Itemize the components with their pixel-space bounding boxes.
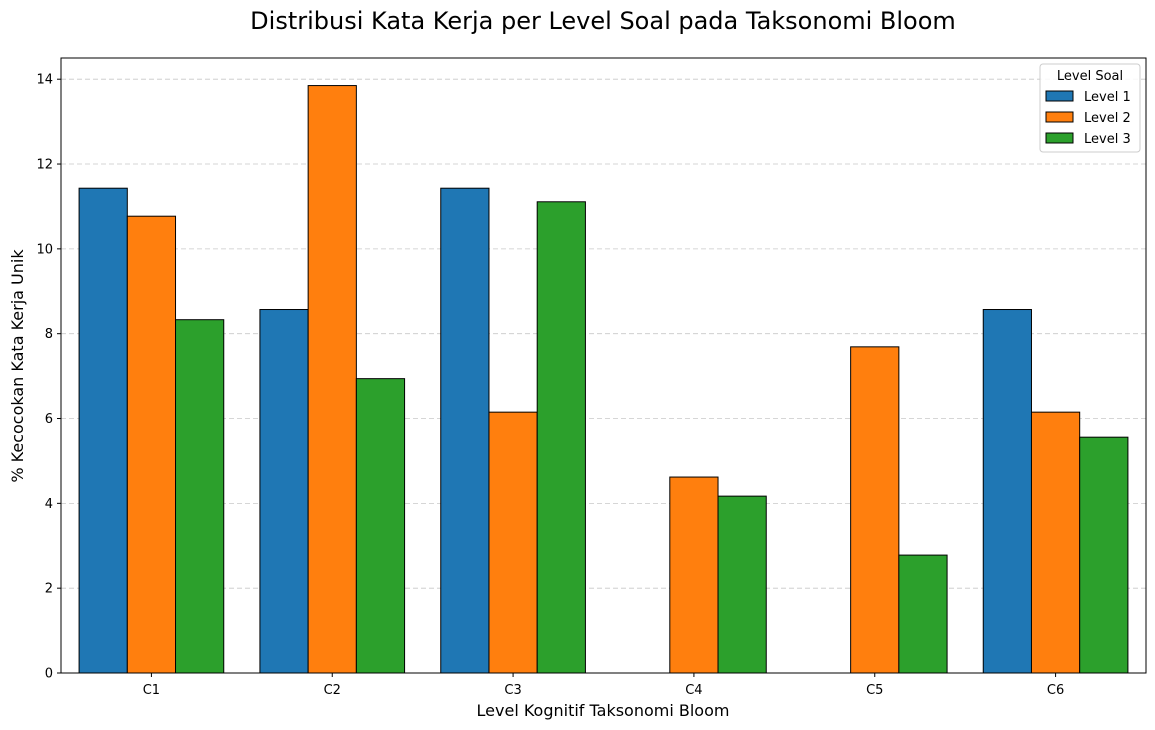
legend-label: Level 1 [1084,90,1131,105]
legend-label: Level 3 [1084,132,1131,147]
y-tick-label: 14 [36,73,53,88]
grid-lines [61,78,1146,674]
y-axis-ticks: 0 2 4 6 8 10 12 14 [36,73,61,682]
chart-title: Distribusi Kata Kerja per Level Soal pad… [250,7,956,35]
legend-label: Level 2 [1084,111,1131,126]
y-tick-label: 12 [36,158,53,173]
bar-level-1-c6 [982,309,1032,674]
legend-swatch [1045,111,1074,123]
bar-level-1-c3 [440,187,490,674]
legend-title: Level Soal [1057,69,1123,84]
x-tick-label: C3 [504,683,521,698]
bar-level-2-c3 [488,411,538,674]
x-axis-label: Level Kognitif Taksonomi Bloom [477,701,730,720]
bar-level-3-c5 [898,554,948,674]
bar-level-3-c4 [717,495,767,674]
y-tick-label: 4 [45,497,53,512]
x-tick-label: C2 [324,683,341,698]
legend-swatch [1045,132,1074,144]
y-axis-label: % Kecocokan Kata Kerja Unik [8,249,27,483]
legend-swatch [1045,90,1074,102]
x-tick-label: C6 [1047,683,1064,698]
bar-level-3-c1 [175,319,225,674]
x-tick-label: C1 [143,683,160,698]
bar-level-3-c2 [355,378,406,674]
bars [78,85,1129,674]
bar-level-3-c3 [536,201,586,674]
y-tick-label: 10 [36,242,53,257]
plot-frame [60,57,1147,674]
bar-level-2-c4 [669,476,719,674]
y-tick-label: 6 [45,412,53,427]
x-tick-label: C5 [866,683,883,698]
bar-level-2-c2 [307,85,357,674]
bar-level-1-c1 [78,187,128,674]
y-tick-label: 0 [45,667,53,682]
bar-level-2-c6 [1030,411,1081,674]
bar-level-2-c5 [850,346,900,674]
y-tick-label: 8 [45,327,53,342]
bar-level-3-c6 [1079,436,1129,674]
legend: Level Soal Level 1 Level 2 Level 3 [1039,63,1141,153]
bar-level-2-c1 [126,215,177,674]
x-axis-ticks: C1 C2 C3 C4 C5 C6 [143,673,1064,698]
bar-level-1-c2 [259,309,309,674]
x-tick-label: C4 [685,683,702,698]
legend-box [1039,63,1141,153]
y-tick-label: 2 [45,582,53,597]
